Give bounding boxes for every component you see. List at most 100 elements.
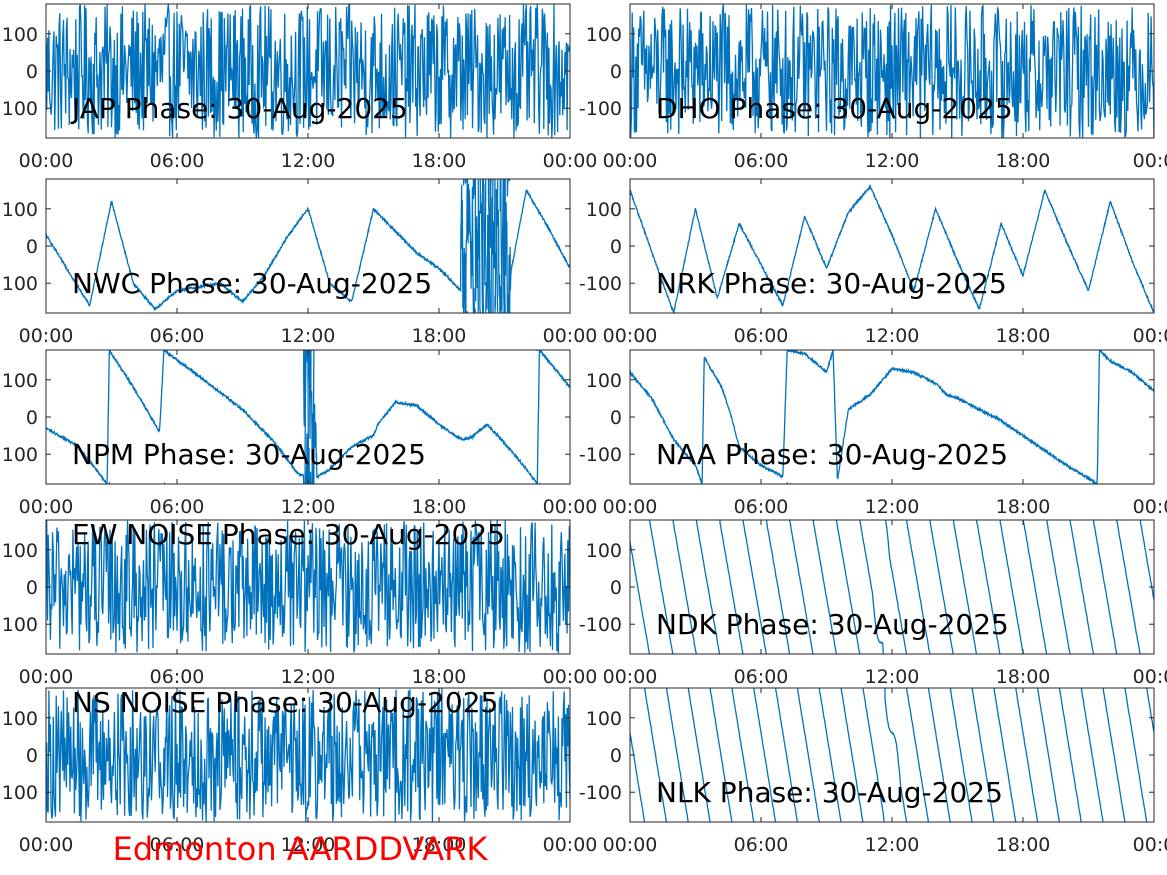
x-tick-label: 06:00	[734, 496, 789, 518]
x-tick-label: 00:0	[1133, 496, 1167, 518]
y-tick-label: 100	[586, 24, 622, 46]
x-tick-label: 00:00	[19, 666, 74, 688]
phase-panel: 100 0 100 00:00 06:00 12:00 18:00 00:00 JAP Phas…	[2, 3, 598, 172]
phase-panel: 100 0 -100 00:00 06:00 12:00 18:00 00:0 DHO Phas…	[579, 3, 1167, 172]
x-tick-label: 00:00	[603, 325, 658, 347]
phase-panel: 100 0 100 00:00 06:00 12:00 18:00 00:00 NPM Phas…	[2, 349, 598, 518]
phase-panel: 100 0 -100 00:00 06:00 12:00 18:00 00:0 NLK Phas…	[579, 687, 1167, 856]
x-tick-label: 06:00	[150, 150, 205, 172]
phase-series-line	[46, 688, 570, 822]
x-tick-label: 18:00	[996, 496, 1051, 518]
x-tick-label: 00:00	[603, 496, 658, 518]
y-tick-label: 0	[610, 407, 622, 429]
x-tick-label: 00:0	[1133, 150, 1167, 172]
x-tick-label: 06:00	[734, 150, 789, 172]
x-tick-label: 12:00	[281, 150, 336, 172]
y-tick-label: 100	[2, 540, 38, 562]
phase-panel: 100 0 -100 00:00 06:00 12:00 18:00 00:0 NDK Phas…	[579, 519, 1167, 688]
panel-title: NS NOISE Phase: 30-Aug-2025	[72, 686, 498, 719]
y-tick-label: 100	[586, 370, 622, 392]
x-tick-label: 00:00	[19, 150, 74, 172]
x-tick-label: 12:00	[865, 496, 920, 518]
panel-title: JAP Phase: 30-Aug-2025	[70, 92, 408, 125]
x-tick-label: 18:00	[412, 834, 467, 856]
y-tick-label: -100	[579, 444, 622, 466]
phase-panel: 100 0 -100 00:00 06:00 12:00 18:00 00:0 NRK Phas…	[579, 178, 1167, 347]
x-tick-label: 00:00	[19, 325, 74, 347]
x-tick-label: 00:00	[19, 834, 74, 856]
x-tick-label: 06:00	[734, 834, 789, 856]
x-tick-label: 18:00	[996, 666, 1051, 688]
x-tick-label: 00:00	[543, 150, 598, 172]
panel-title: DHO Phase: 30-Aug-2025	[656, 92, 1013, 125]
phase-series-line	[46, 179, 570, 313]
y-tick-label: -100	[579, 782, 622, 804]
x-tick-label: 06:00	[734, 666, 789, 688]
y-tick-label: 100	[2, 614, 38, 636]
y-tick-label: 100	[586, 708, 622, 730]
phase-series-line	[630, 183, 1154, 313]
x-tick-label: 00:00	[603, 666, 658, 688]
x-tick-label: 18:00	[412, 666, 467, 688]
x-tick-label: 00:00	[543, 834, 598, 856]
x-tick-label: 06:00	[150, 325, 205, 347]
x-tick-label: 00:0	[1133, 325, 1167, 347]
y-tick-label: 0	[26, 745, 38, 767]
phase-panel: 100 0 100 00:00 06:00 12:00 18:00 00:00 EW NOISE…	[2, 518, 598, 688]
y-tick-label: 0	[610, 236, 622, 258]
panel-title: NLK Phase: 30-Aug-2025	[656, 776, 1003, 809]
x-tick-label: 12:00	[281, 666, 336, 688]
panel-title: NDK Phase: 30-Aug-2025	[656, 608, 1009, 641]
x-tick-label: 18:00	[996, 325, 1051, 347]
x-tick-label: 06:00	[150, 666, 205, 688]
x-tick-label: 06:00	[150, 834, 205, 856]
y-tick-label: 100	[2, 370, 38, 392]
x-tick-label: 06:00	[734, 325, 789, 347]
x-tick-label: 12:00	[281, 325, 336, 347]
phase-series-line	[46, 350, 570, 484]
panel-title: EW NOISE Phase: 30-Aug-2025	[72, 518, 505, 551]
y-tick-label: 100	[2, 708, 38, 730]
panel-title: NRK Phase: 30-Aug-2025	[656, 267, 1007, 300]
x-tick-label: 00:00	[543, 666, 598, 688]
x-tick-label: 00:0	[1133, 834, 1167, 856]
x-tick-label: 00:00	[19, 496, 74, 518]
y-tick-label: -100	[579, 98, 622, 120]
phase-series-line	[46, 4, 570, 138]
y-tick-label: 0	[610, 577, 622, 599]
y-tick-label: 100	[2, 782, 38, 804]
y-tick-label: 0	[610, 745, 622, 767]
y-tick-label: -100	[579, 273, 622, 295]
y-tick-label: 0	[26, 236, 38, 258]
x-tick-label: 12:00	[865, 150, 920, 172]
x-tick-label: 12:00	[865, 666, 920, 688]
y-tick-label: 100	[2, 199, 38, 221]
y-tick-label: 100	[2, 444, 38, 466]
phase-panel: 100 0 100 00:00 06:00 12:00 18:00 00:00 NWC Phas…	[2, 178, 597, 347]
x-tick-label: 18:00	[412, 325, 467, 347]
y-tick-label: 100	[2, 273, 38, 295]
phase-panel: 100 0 100 00:00 06:00 12:00 18:00 00:00 NS NOISE…	[2, 686, 598, 856]
y-tick-label: 100	[2, 98, 38, 120]
x-tick-label: 06:00	[150, 496, 205, 518]
x-tick-label: 12:00	[865, 834, 920, 856]
x-tick-label: 18:00	[996, 834, 1051, 856]
x-tick-label: 12:00	[281, 496, 336, 518]
phase-series-line	[630, 520, 1154, 654]
footer-title: Edmonton AARDDVARK	[113, 830, 489, 868]
x-tick-label: 00:0	[1133, 666, 1167, 688]
y-tick-label: 100	[586, 199, 622, 221]
x-tick-label: 18:00	[412, 150, 467, 172]
panel-title: NAA Phase: 30-Aug-2025	[656, 438, 1008, 471]
y-tick-label: 100	[2, 24, 38, 46]
phase-panel: 100 0 -100 00:00 06:00 12:00 18:00 00:0 NAA Phas…	[579, 349, 1167, 518]
y-tick-label: -100	[579, 614, 622, 636]
x-tick-label: 00:00	[603, 834, 658, 856]
phase-series-line	[46, 520, 570, 654]
y-tick-label: 0	[26, 577, 38, 599]
y-tick-label: 0	[26, 407, 38, 429]
y-tick-label: 0	[610, 61, 622, 83]
x-tick-label: 00:00	[543, 496, 598, 518]
x-tick-label: 18:00	[996, 150, 1051, 172]
